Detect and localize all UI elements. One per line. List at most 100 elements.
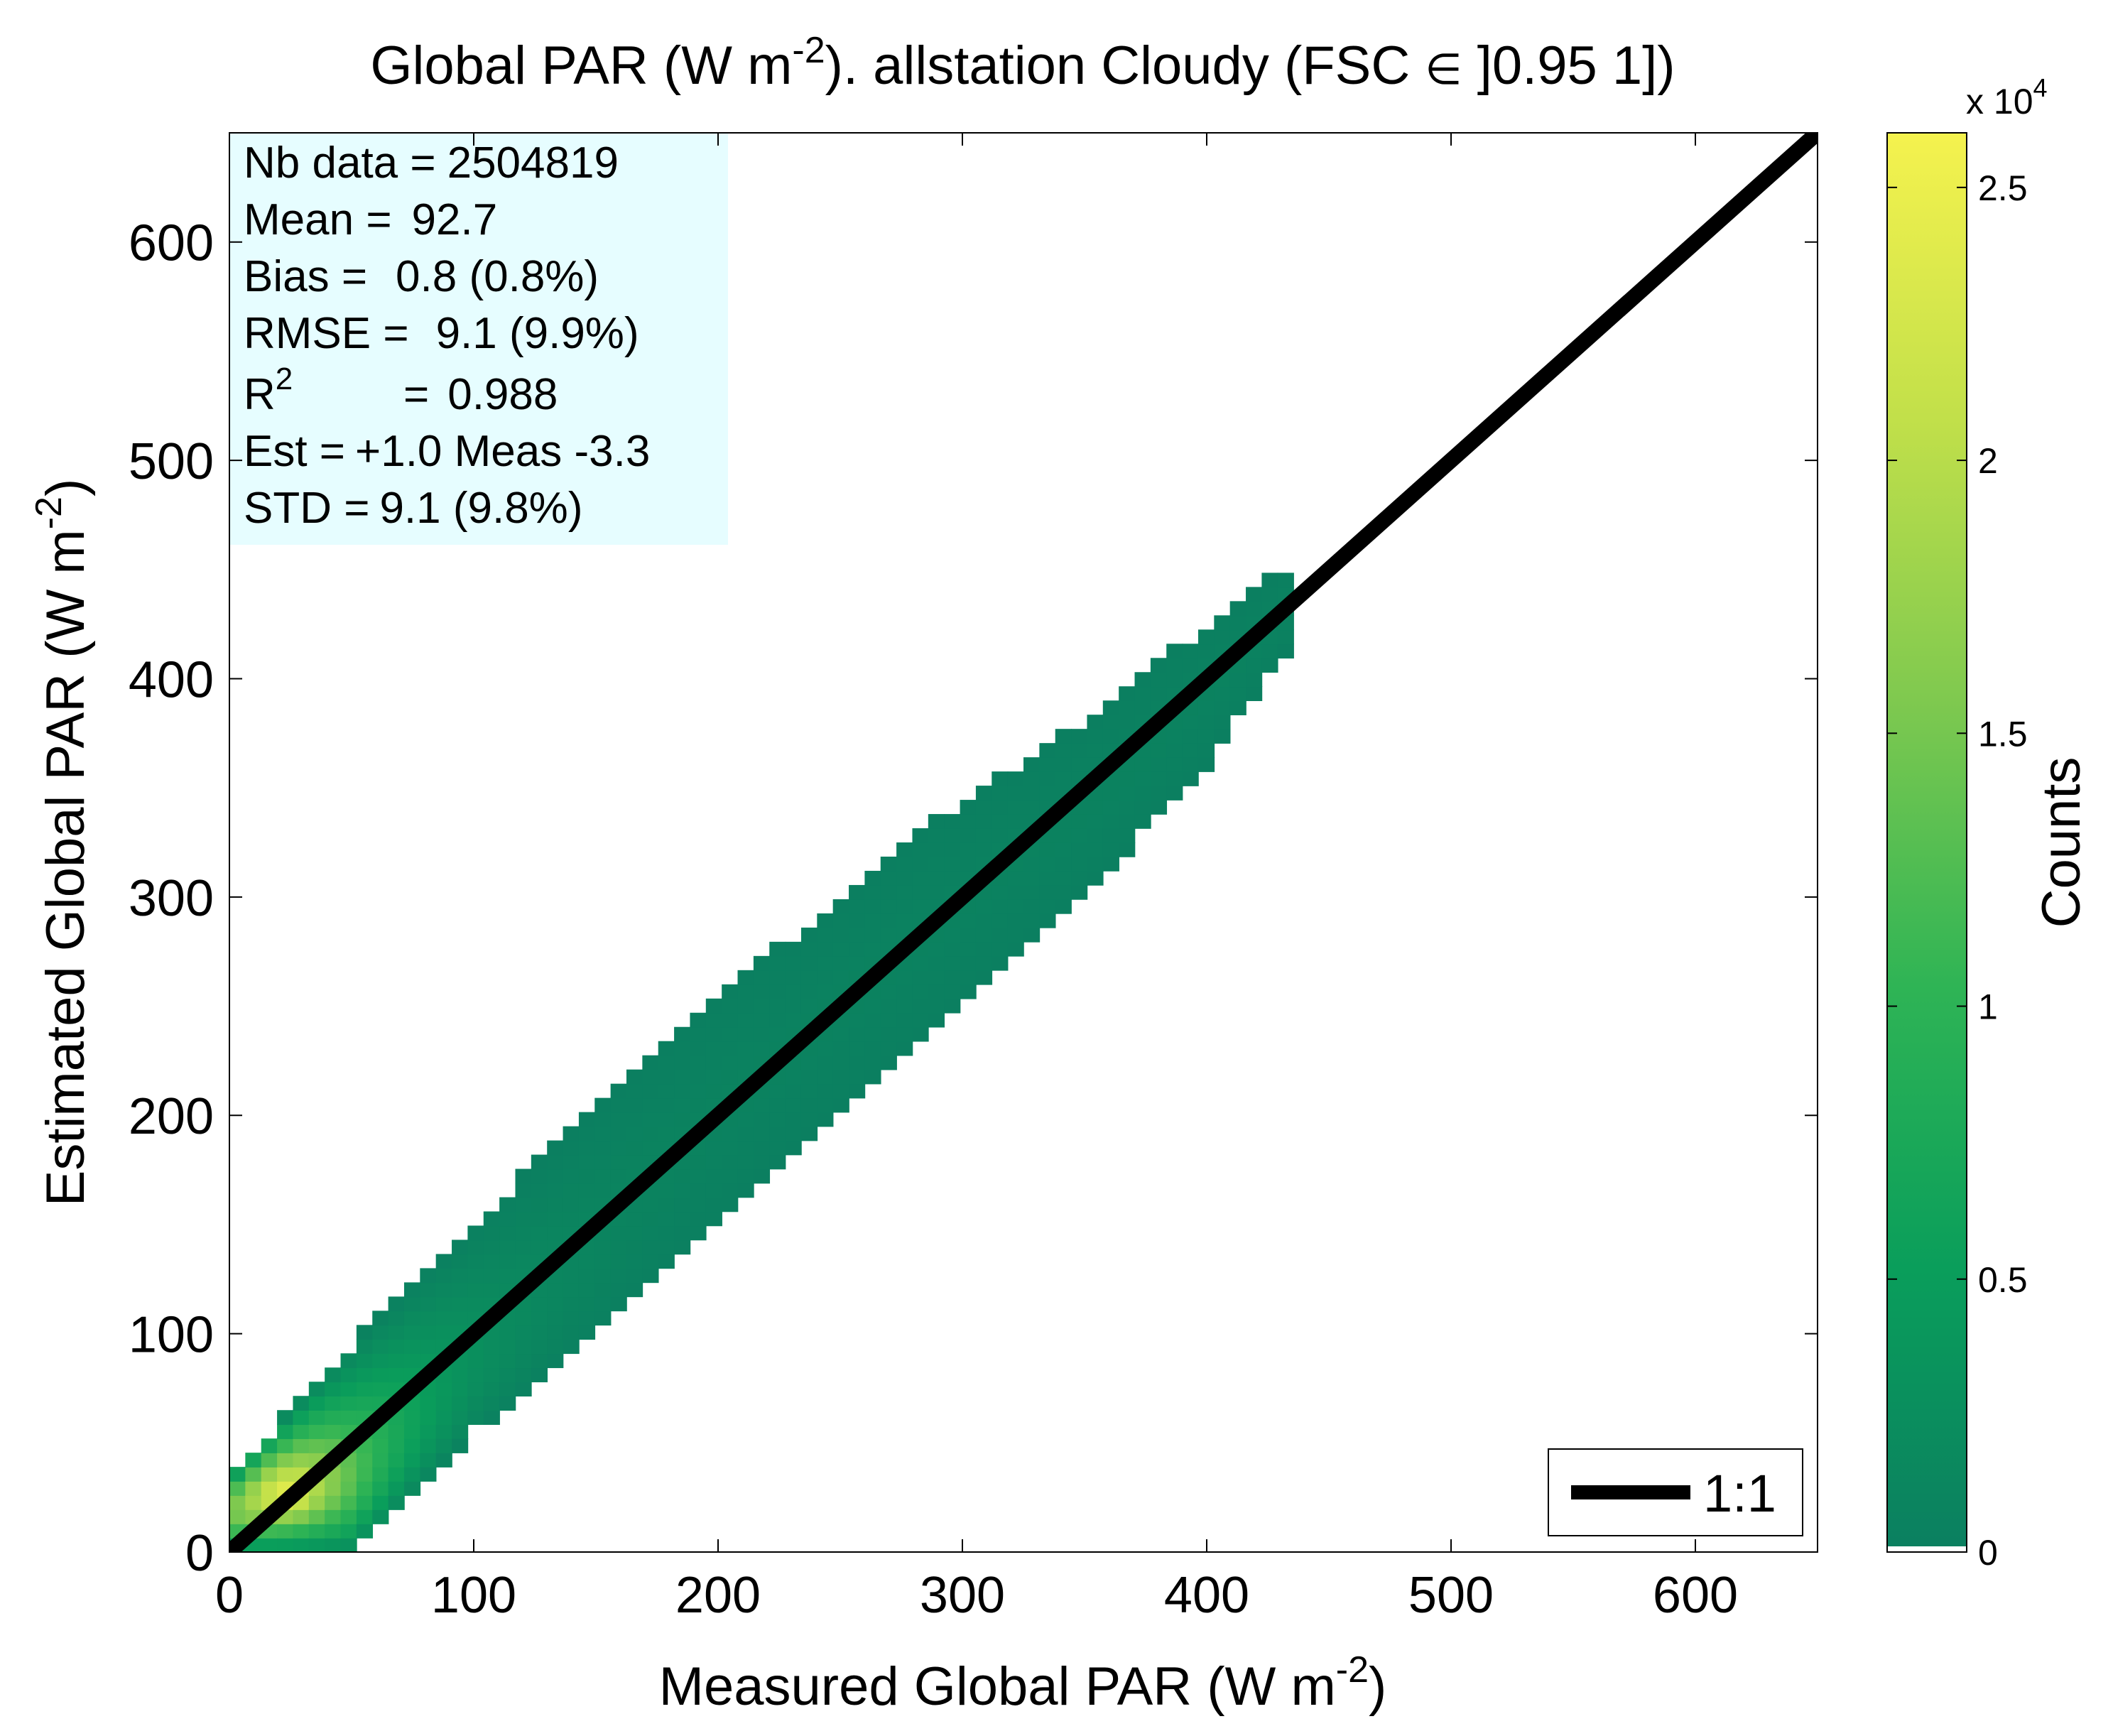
heatmap-cell (1023, 856, 1041, 872)
heatmap-cell (610, 1239, 627, 1255)
heatmap-cell (753, 1026, 771, 1042)
heatmap-cell (499, 1382, 516, 1397)
heatmap-cell (785, 1112, 802, 1127)
heatmap-cell (944, 970, 961, 985)
heatmap-cell (642, 1211, 659, 1227)
heatmap-cell (785, 1126, 802, 1141)
heatmap-cell (1246, 658, 1263, 673)
heatmap-cell (340, 1367, 357, 1383)
heatmap-cell (356, 1396, 374, 1411)
heatmap-cell (864, 1026, 881, 1042)
heatmap-cell (864, 884, 881, 900)
heatmap-cell (785, 970, 802, 985)
heatmap-cell (1214, 686, 1231, 701)
heatmap-cell (674, 1112, 691, 1127)
heatmap-cell (483, 1396, 500, 1411)
heatmap-cell (690, 1197, 707, 1213)
heatmap-cell (944, 941, 961, 957)
heatmap-cell (658, 1055, 675, 1070)
heatmap-cell (1055, 842, 1072, 857)
heatmap-cell (452, 1239, 469, 1255)
heatmap-cell (372, 1339, 389, 1355)
heatmap-cell (452, 1282, 469, 1298)
heatmap-cell (975, 786, 993, 801)
heatmap-cell (992, 955, 1009, 971)
heatmap-cell (690, 1069, 707, 1085)
heatmap-cell (896, 1026, 913, 1042)
heatmap-cell (340, 1509, 357, 1524)
heatmap-cell (896, 970, 913, 985)
heatmap-cell (403, 1325, 421, 1340)
heatmap-cell (229, 1481, 246, 1496)
heatmap-cell (737, 970, 754, 985)
heatmap-cell (594, 1311, 612, 1326)
heatmap-cell (1007, 927, 1024, 943)
heatmap-cell (403, 1453, 421, 1468)
heatmap-cell (1119, 686, 1136, 701)
heatmap-cell (864, 899, 881, 914)
heatmap-cell (293, 1538, 310, 1552)
heatmap-cell (563, 1126, 580, 1141)
heatmap-cell (849, 1012, 866, 1028)
heatmap-cell (705, 1069, 722, 1085)
heatmap-cell (769, 1154, 786, 1170)
colorbar-frame (1886, 132, 1967, 1553)
heatmap-cell (626, 1254, 643, 1269)
heatmap-cell (1229, 601, 1246, 617)
heatmap-cell (610, 1282, 627, 1298)
heatmap-cell (912, 984, 929, 999)
heatmap-cell (642, 1268, 659, 1284)
heatmap-cell (1039, 842, 1056, 857)
heatmap-cell (1055, 729, 1072, 744)
heatmap-cell (737, 1012, 754, 1028)
heatmap-cell (1166, 771, 1183, 786)
heatmap-cell (483, 1225, 500, 1241)
heatmap-cell (483, 1382, 500, 1397)
heatmap-cell (308, 1538, 325, 1552)
heatmap-cell (531, 1211, 548, 1227)
one-to-one-line (229, 133, 1818, 1552)
heatmap-cell (435, 1268, 452, 1284)
heatmap-cell (308, 1396, 325, 1411)
y-tick-label: 400 (129, 651, 214, 708)
heatmap-cell (864, 1055, 881, 1070)
heatmap-cell (800, 1069, 818, 1085)
heatmap-cell (515, 1197, 532, 1213)
heatmap-cell (1055, 757, 1072, 772)
heatmap-cell (452, 1438, 469, 1453)
heatmap-cell (1197, 629, 1215, 645)
heatmap-cell (1197, 715, 1215, 729)
heatmap-cell (1134, 786, 1151, 801)
heatmap-cell (928, 884, 945, 900)
heatmap-cell (944, 955, 961, 971)
heatmap-cell (992, 828, 1009, 843)
heatmap-cell (261, 1538, 278, 1552)
heatmap-cell (753, 1112, 771, 1127)
heatmap-cell (261, 1438, 278, 1453)
y-tick-label: 200 (129, 1088, 214, 1145)
heatmap-cell (578, 1282, 596, 1298)
heatmap-cell (388, 1438, 405, 1453)
heatmap-cell (849, 955, 866, 971)
heatmap-cell (515, 1239, 532, 1255)
heatmap-cell (690, 1041, 707, 1056)
heatmap-cell (626, 1268, 643, 1284)
heatmap-cell (864, 870, 881, 886)
heatmap-cell (1055, 743, 1072, 758)
heatmap-cell (705, 1041, 722, 1056)
x-axis-ticks: 0 100 200 300 400 500 600 (215, 133, 1738, 1624)
heatmap-cell (1166, 786, 1183, 801)
heatmap-cell (403, 1296, 421, 1312)
heatmap-cell (245, 1481, 262, 1496)
colorbar-tick-label: 2.5 (1978, 168, 2028, 208)
heatmap-cell (960, 941, 977, 957)
heatmap-cell (594, 1268, 612, 1284)
heatmap-cell (420, 1467, 437, 1482)
colorbar-zero-band (1887, 1546, 1967, 1552)
heatmap-cell (785, 1069, 802, 1085)
heatmap-cell (642, 1069, 659, 1085)
heatmap-cell (1023, 800, 1041, 815)
heatmap-cell (388, 1339, 405, 1355)
heatmap-cell (658, 1112, 675, 1127)
